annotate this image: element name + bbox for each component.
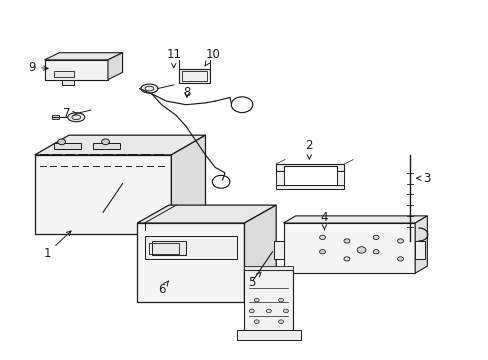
Bar bbox=[244, 266, 293, 270]
Bar bbox=[54, 143, 81, 149]
Circle shape bbox=[58, 139, 65, 145]
Text: 6: 6 bbox=[158, 281, 168, 296]
Circle shape bbox=[319, 235, 325, 239]
Polygon shape bbox=[137, 205, 276, 223]
Polygon shape bbox=[283, 223, 414, 273]
Polygon shape bbox=[283, 216, 427, 223]
Text: 1: 1 bbox=[43, 231, 71, 260]
Polygon shape bbox=[414, 216, 427, 273]
Polygon shape bbox=[44, 60, 108, 80]
Text: 8: 8 bbox=[183, 86, 190, 99]
Bar bbox=[93, 143, 120, 149]
Circle shape bbox=[343, 257, 349, 261]
Circle shape bbox=[266, 309, 271, 313]
Polygon shape bbox=[276, 164, 344, 171]
Bar bbox=[237, 329, 300, 339]
Circle shape bbox=[372, 235, 378, 239]
Circle shape bbox=[397, 257, 403, 261]
Polygon shape bbox=[276, 166, 283, 185]
Polygon shape bbox=[44, 53, 122, 60]
Text: 4: 4 bbox=[320, 211, 327, 230]
Ellipse shape bbox=[68, 113, 84, 122]
Bar bbox=[276, 185, 344, 189]
Text: 7: 7 bbox=[62, 107, 77, 120]
Bar bbox=[149, 243, 178, 253]
Circle shape bbox=[343, 239, 349, 243]
Bar bbox=[54, 71, 74, 77]
Circle shape bbox=[283, 309, 288, 313]
Circle shape bbox=[254, 298, 259, 302]
Polygon shape bbox=[414, 241, 424, 259]
Bar bbox=[144, 235, 237, 259]
Polygon shape bbox=[137, 223, 244, 302]
Bar bbox=[52, 115, 59, 120]
Text: 11: 11 bbox=[166, 48, 181, 68]
Text: 9: 9 bbox=[29, 60, 48, 73]
Circle shape bbox=[254, 320, 259, 323]
Bar bbox=[178, 69, 210, 83]
Polygon shape bbox=[108, 53, 122, 80]
Text: 10: 10 bbox=[204, 48, 220, 66]
Polygon shape bbox=[35, 155, 171, 234]
Polygon shape bbox=[171, 135, 205, 234]
Circle shape bbox=[356, 247, 365, 253]
Bar bbox=[152, 241, 185, 255]
Ellipse shape bbox=[141, 84, 158, 93]
Polygon shape bbox=[61, 80, 74, 85]
Text: 2: 2 bbox=[305, 139, 312, 159]
Text: 5: 5 bbox=[247, 272, 260, 289]
Polygon shape bbox=[273, 241, 283, 259]
Circle shape bbox=[278, 298, 283, 302]
Circle shape bbox=[397, 239, 403, 243]
Circle shape bbox=[249, 309, 254, 313]
Bar bbox=[182, 71, 206, 81]
Circle shape bbox=[372, 249, 378, 254]
Circle shape bbox=[102, 139, 109, 145]
Polygon shape bbox=[244, 205, 276, 302]
Polygon shape bbox=[336, 171, 344, 185]
Circle shape bbox=[278, 320, 283, 323]
Circle shape bbox=[319, 249, 325, 254]
Bar bbox=[244, 270, 293, 330]
Polygon shape bbox=[35, 135, 205, 155]
Text: 3: 3 bbox=[416, 172, 430, 185]
